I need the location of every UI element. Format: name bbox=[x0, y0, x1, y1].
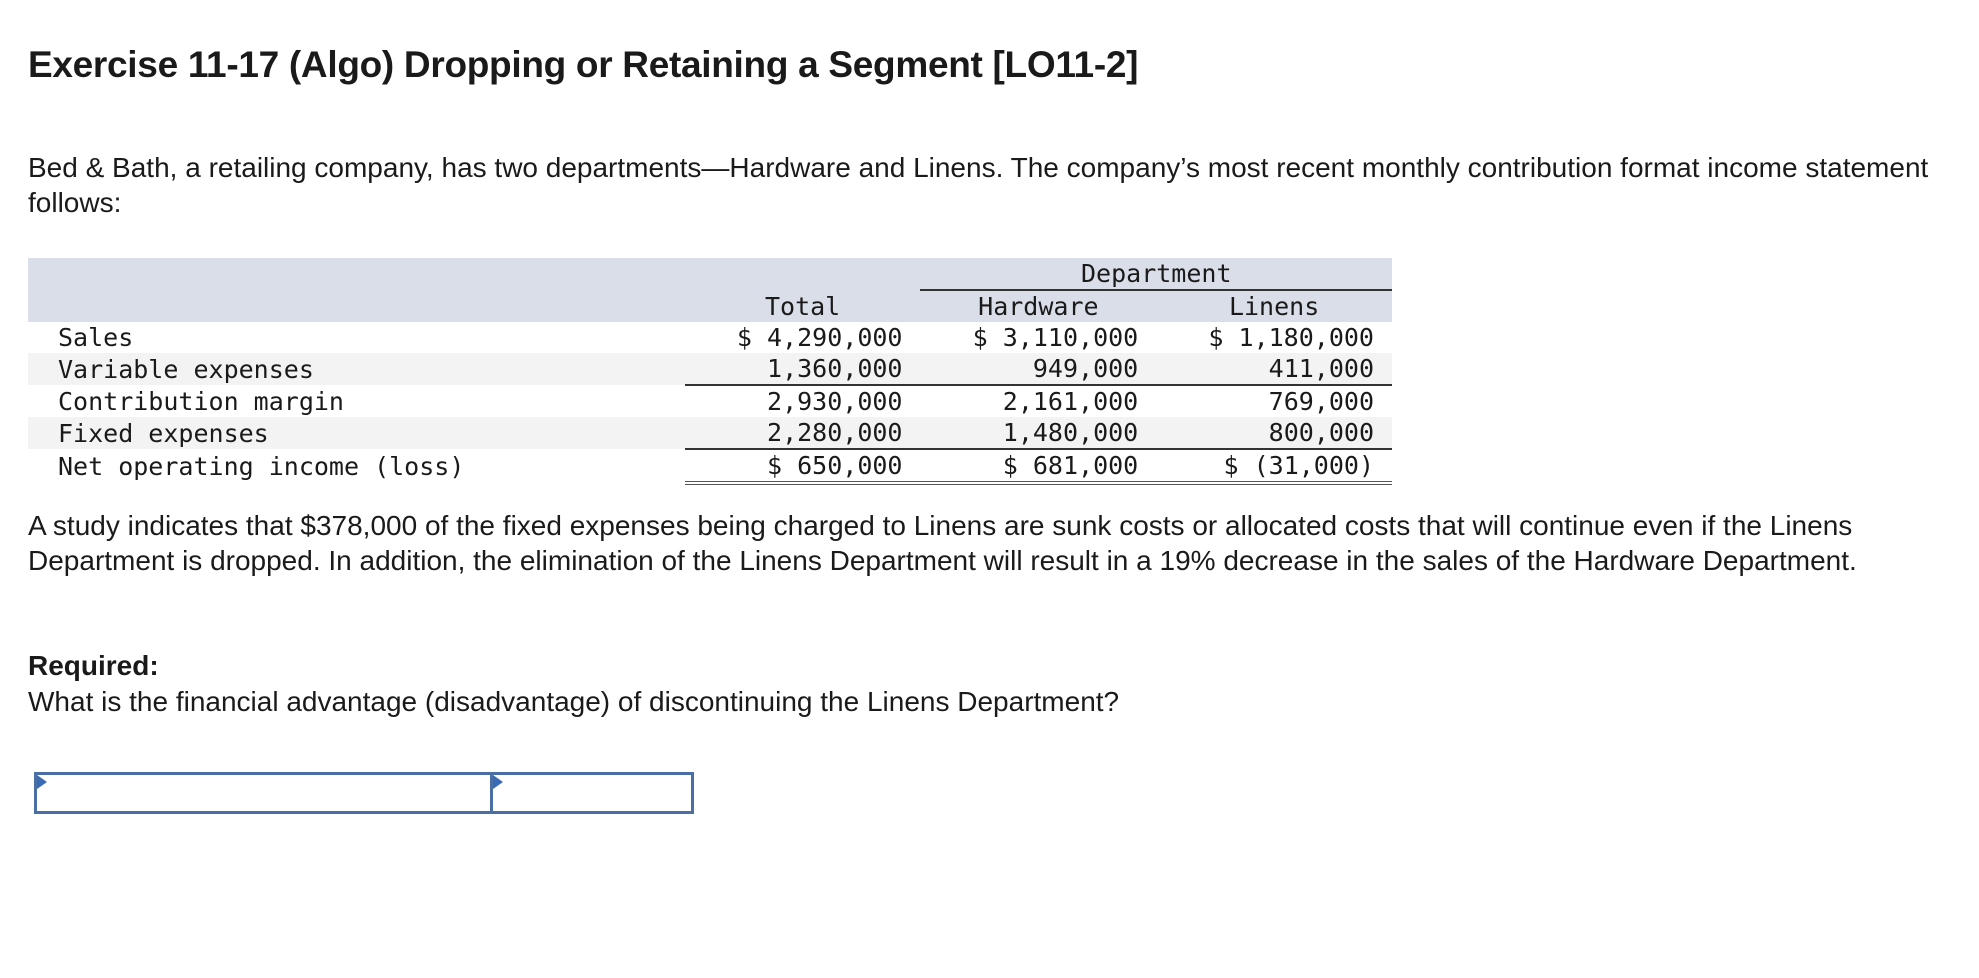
header-blank bbox=[28, 258, 685, 290]
cell-linens: 411,000 bbox=[1268, 354, 1374, 383]
intro-paragraph: Bed & Bath, a retailing company, has two… bbox=[28, 152, 1929, 218]
header-row-group: Department bbox=[28, 258, 1392, 291]
cell-total: $ 650,000 bbox=[684, 448, 921, 485]
cell-linens: 769,000 bbox=[1156, 384, 1392, 417]
cell-total: 1,360,000 bbox=[767, 354, 903, 383]
column-header-total: Total bbox=[764, 291, 841, 321]
row-label: Sales bbox=[58, 323, 134, 352]
cell-hardware: $ 681,000 bbox=[920, 448, 1157, 485]
header-blank-label bbox=[28, 290, 685, 322]
cell-hardware: $ 3,110,000 bbox=[972, 323, 1139, 352]
dropdown-marker-icon bbox=[493, 775, 503, 789]
answer-label-cell bbox=[34, 772, 493, 814]
income-statement: Department Total Hardware Linens Sales $… bbox=[28, 258, 1392, 485]
cell-total: $ 4,290,000 bbox=[736, 323, 903, 352]
required-label: Required: bbox=[28, 650, 159, 681]
answer-label-input[interactable] bbox=[37, 775, 490, 811]
study-paragraph: A study indicates that $378,000 of the f… bbox=[28, 510, 1857, 576]
table-row: Variable expenses 1,360,000 949,000 411,… bbox=[28, 353, 1392, 385]
column-header-hardware: Hardware bbox=[978, 292, 1099, 321]
row-label: Contribution margin bbox=[58, 386, 344, 416]
department-header: Department bbox=[920, 258, 1392, 291]
cell-linens: $ 1,180,000 bbox=[1208, 323, 1374, 352]
table-row: Sales $ 4,290,000 $ 3,110,000 $ 1,180,00… bbox=[28, 322, 1392, 353]
header-row-columns: Total Hardware Linens bbox=[28, 290, 1392, 322]
answer-amount-cell bbox=[493, 772, 694, 814]
cell-hardware: 1,480,000 bbox=[1002, 418, 1139, 447]
row-label: Fixed expenses bbox=[58, 418, 269, 448]
exercise-title: Exercise 11-17 (Algo) Dropping or Retain… bbox=[28, 44, 1139, 85]
column-header-linens: Linens bbox=[1228, 292, 1320, 321]
table-row: Contribution margin 2,930,000 2,161,000 … bbox=[28, 384, 1392, 417]
dropdown-marker-icon bbox=[37, 775, 47, 789]
row-label: Variable expenses bbox=[58, 354, 314, 384]
answer-amount-input[interactable] bbox=[493, 775, 691, 811]
cell-hardware: 2,161,000 bbox=[920, 384, 1157, 417]
cell-total: 2,280,000 bbox=[767, 418, 903, 447]
header-blank-total bbox=[685, 258, 921, 290]
cell-linens: $ (31,000) bbox=[1156, 448, 1392, 485]
row-label: Net operating income (loss) bbox=[58, 451, 465, 481]
cell-total: 2,930,000 bbox=[684, 384, 921, 417]
required-question: What is the financial advantage (disadva… bbox=[28, 686, 1120, 717]
income-statement-table: Department Total Hardware Linens Sales $… bbox=[28, 258, 1392, 485]
table-row: Net operating income (loss) $ 650,000 $ … bbox=[28, 448, 1392, 485]
cell-linens: 800,000 bbox=[1268, 418, 1374, 447]
cell-hardware: 949,000 bbox=[1032, 354, 1139, 383]
answer-row bbox=[34, 772, 694, 814]
table-row: Fixed expenses 2,280,000 1,480,000 800,0… bbox=[28, 417, 1392, 449]
